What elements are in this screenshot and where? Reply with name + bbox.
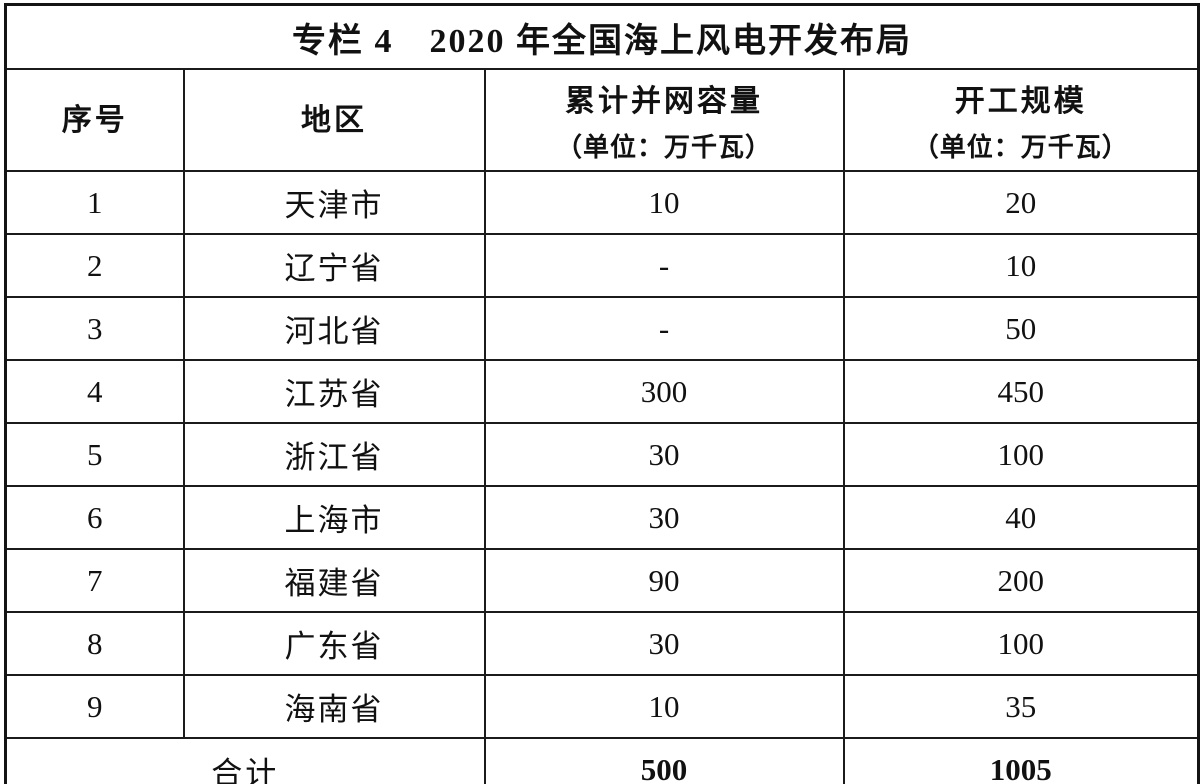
- row-number-cell: 4: [4, 359, 185, 424]
- header-label: 地区: [301, 103, 367, 137]
- region-cell: 广东省: [182, 611, 486, 676]
- construction-cell: 40: [842, 485, 1200, 550]
- region-cell: 浙江省: [182, 422, 486, 487]
- total-capacity-cell: 500: [483, 737, 845, 784]
- region-cell: 河北省: [182, 296, 486, 361]
- region-cell: 天津市: [182, 170, 486, 235]
- table-row: 1 天津市 10 20: [4, 170, 1200, 235]
- header-row: 序号 地区 累计并网容量 （单位：万千瓦） 开工规模 （单位：万千瓦）: [4, 68, 1200, 172]
- header-unit: （单位：万千瓦）: [555, 133, 772, 162]
- region-cell: 辽宁省: [182, 233, 486, 298]
- capacity-cell: 30: [483, 611, 845, 676]
- header-cell-construction: 开工规模 （单位：万千瓦）: [842, 68, 1200, 172]
- construction-cell: 100: [842, 422, 1200, 487]
- row-number-cell: 9: [4, 674, 185, 739]
- construction-cell: 200: [842, 548, 1200, 613]
- title-row: 专栏 4 2020 年全国海上风电开发布局: [4, 3, 1200, 70]
- table-row: 4 江苏省 300 450: [4, 359, 1200, 424]
- capacity-cell: 30: [483, 485, 845, 550]
- header-cell-no: 序号: [4, 68, 185, 172]
- row-number-cell: 6: [4, 485, 185, 550]
- header-label: 序号: [61, 103, 128, 137]
- table-row: 2 辽宁省 - 10: [4, 233, 1200, 298]
- offshore-wind-table: 专栏 4 2020 年全国海上风电开发布局 序号 地区 累计并网容量 （单位：万…: [4, 3, 1200, 784]
- row-number-cell: 7: [4, 548, 185, 613]
- capacity-cell: 10: [483, 170, 845, 235]
- table-row: 8 广东省 30 100: [4, 611, 1200, 676]
- table-title: 专栏 4 2020 年全国海上风电开发布局: [4, 3, 1200, 70]
- table-row: 5 浙江省 30 100: [4, 422, 1200, 487]
- construction-cell: 450: [842, 359, 1200, 424]
- table-row: 3 河北省 - 50: [4, 296, 1200, 361]
- row-number-cell: 3: [4, 296, 185, 361]
- row-number-cell: 5: [4, 422, 185, 487]
- header-cell-region: 地区: [182, 68, 486, 172]
- capacity-cell: 10: [483, 674, 845, 739]
- row-number-cell: 1: [4, 170, 185, 235]
- construction-cell: 100: [842, 611, 1200, 676]
- header-label: 累计并网容量: [565, 85, 763, 118]
- total-row: 合计 500 1005: [4, 737, 1200, 784]
- header-label: 开工规模: [954, 85, 1087, 118]
- total-label-cell: 合计: [4, 737, 486, 784]
- construction-cell: 35: [842, 674, 1200, 739]
- table-row: 7 福建省 90 200: [4, 548, 1200, 613]
- region-cell: 福建省: [182, 548, 486, 613]
- capacity-cell: -: [483, 296, 845, 361]
- capacity-cell: 30: [483, 422, 845, 487]
- region-cell: 上海市: [182, 485, 486, 550]
- region-cell: 海南省: [182, 674, 486, 739]
- table-row: 6 上海市 30 40: [4, 485, 1200, 550]
- capacity-cell: 300: [483, 359, 845, 424]
- construction-cell: 10: [842, 233, 1200, 298]
- row-number-cell: 8: [4, 611, 185, 676]
- construction-cell: 20: [842, 170, 1200, 235]
- capacity-cell: 90: [483, 548, 845, 613]
- construction-cell: 50: [842, 296, 1200, 361]
- row-number-cell: 2: [4, 233, 185, 298]
- header-cell-capacity: 累计并网容量 （单位：万千瓦）: [483, 68, 845, 172]
- header-unit: （单位：万千瓦）: [912, 133, 1129, 162]
- capacity-cell: -: [483, 233, 845, 298]
- total-construction-cell: 1005: [842, 737, 1200, 784]
- region-cell: 江苏省: [182, 359, 486, 424]
- table-row: 9 海南省 10 35: [4, 674, 1200, 739]
